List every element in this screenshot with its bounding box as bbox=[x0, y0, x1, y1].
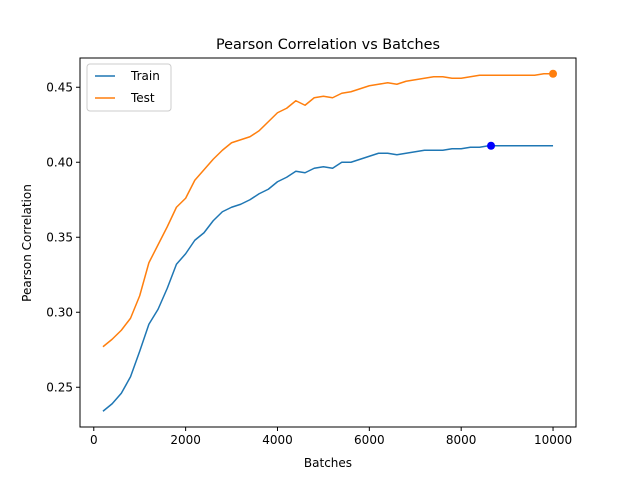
x-tick-label: 10000 bbox=[534, 433, 572, 447]
chart-title: Pearson Correlation vs Batches bbox=[216, 37, 440, 53]
y-tick-label: 0.35 bbox=[46, 230, 73, 244]
y-axis: 0.25 0.30 0.35 0.40 0.45 bbox=[46, 80, 80, 394]
legend: Train Test bbox=[86, 63, 172, 112]
x-axis-label: Batches bbox=[304, 456, 352, 470]
y-tick-label: 0.40 bbox=[46, 155, 73, 169]
legend-label-test: Test bbox=[130, 91, 155, 105]
series-line-train bbox=[102, 145, 554, 412]
y-axis-label: Pearson Correlation bbox=[20, 184, 34, 302]
y-tick-label: 0.45 bbox=[46, 80, 73, 94]
axes-frame bbox=[79, 57, 577, 428]
legend-label-train: Train bbox=[130, 69, 160, 83]
x-tick-label: 8000 bbox=[446, 433, 477, 447]
series-marker-train bbox=[487, 141, 496, 150]
series-layer bbox=[102, 69, 558, 412]
y-tick-label: 0.30 bbox=[46, 305, 73, 319]
series-marker-test bbox=[549, 69, 558, 78]
x-tick-label: 2000 bbox=[170, 433, 201, 447]
series-line-test bbox=[102, 73, 554, 348]
x-tick-label: 4000 bbox=[262, 433, 293, 447]
y-tick-label: 0.25 bbox=[46, 380, 73, 394]
x-tick-label: 6000 bbox=[354, 433, 385, 447]
plot-area bbox=[79, 57, 577, 428]
x-tick-label: 0 bbox=[90, 433, 98, 447]
x-axis: 0 2000 4000 6000 8000 10000 bbox=[90, 427, 572, 447]
